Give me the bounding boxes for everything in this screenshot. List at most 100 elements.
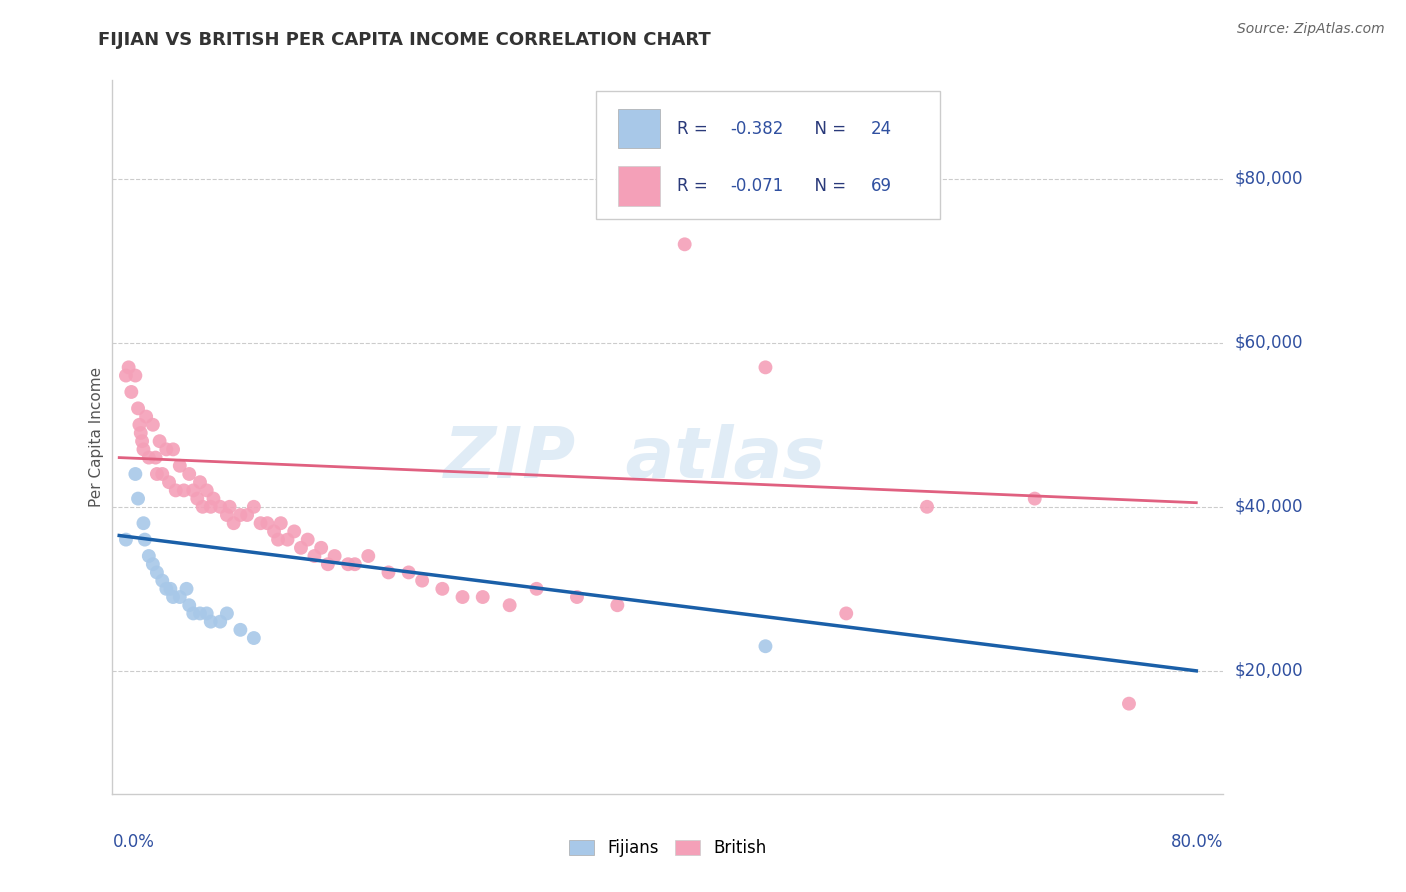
Y-axis label: Per Capita Income: Per Capita Income bbox=[89, 367, 104, 508]
Point bbox=[134, 533, 156, 547]
Point bbox=[181, 607, 204, 621]
Point bbox=[138, 450, 160, 465]
Point bbox=[565, 590, 588, 604]
Point bbox=[316, 558, 339, 572]
Point bbox=[142, 558, 165, 572]
Point bbox=[117, 360, 139, 375]
Point bbox=[124, 368, 146, 383]
Text: 24: 24 bbox=[872, 120, 893, 137]
Point bbox=[1024, 491, 1046, 506]
Point bbox=[131, 434, 153, 449]
Point bbox=[915, 500, 938, 514]
Point bbox=[498, 599, 520, 613]
Point bbox=[181, 483, 204, 498]
Point bbox=[150, 574, 173, 588]
Point bbox=[127, 491, 149, 506]
FancyBboxPatch shape bbox=[596, 91, 941, 219]
Point bbox=[173, 483, 195, 498]
Point bbox=[209, 500, 232, 514]
Point bbox=[267, 533, 290, 547]
Point bbox=[155, 582, 177, 596]
Point bbox=[323, 549, 346, 563]
Point bbox=[209, 615, 232, 629]
Text: 80.0%: 80.0% bbox=[1171, 833, 1223, 851]
Point bbox=[754, 360, 776, 375]
Point bbox=[129, 425, 152, 440]
Point bbox=[159, 582, 181, 596]
Text: $80,000: $80,000 bbox=[1234, 169, 1303, 187]
Point bbox=[357, 549, 380, 563]
Text: $20,000: $20,000 bbox=[1234, 662, 1303, 680]
Point bbox=[149, 434, 172, 449]
Point bbox=[179, 599, 201, 613]
Point bbox=[304, 549, 326, 563]
Point bbox=[186, 491, 208, 506]
Point bbox=[215, 607, 238, 621]
Point bbox=[165, 483, 187, 498]
FancyBboxPatch shape bbox=[617, 109, 659, 148]
Text: R =: R = bbox=[676, 120, 713, 137]
Point bbox=[191, 500, 214, 514]
Point bbox=[673, 237, 696, 252]
Point bbox=[150, 467, 173, 481]
Point bbox=[179, 467, 201, 481]
Point bbox=[138, 549, 160, 563]
Text: N =: N = bbox=[804, 177, 852, 194]
Text: FIJIAN VS BRITISH PER CAPITA INCOME CORRELATION CHART: FIJIAN VS BRITISH PER CAPITA INCOME CORR… bbox=[98, 31, 711, 49]
Point bbox=[343, 558, 366, 572]
Text: R =: R = bbox=[676, 177, 713, 194]
Point bbox=[155, 442, 177, 457]
Point bbox=[1118, 697, 1140, 711]
Text: Source: ZipAtlas.com: Source: ZipAtlas.com bbox=[1237, 22, 1385, 37]
Point bbox=[229, 623, 252, 637]
Legend: Fijians, British: Fijians, British bbox=[562, 833, 773, 864]
Point bbox=[377, 566, 399, 580]
Point bbox=[411, 574, 433, 588]
Text: 69: 69 bbox=[872, 177, 893, 194]
Point bbox=[236, 508, 259, 522]
Point bbox=[297, 533, 319, 547]
Text: ZIP  atlas: ZIP atlas bbox=[443, 424, 825, 493]
Point bbox=[276, 533, 298, 547]
Point bbox=[337, 558, 360, 572]
Point bbox=[162, 590, 184, 604]
Point bbox=[243, 500, 266, 514]
Point bbox=[132, 516, 155, 531]
Point bbox=[195, 607, 218, 621]
Point bbox=[188, 607, 211, 621]
Point bbox=[243, 631, 266, 645]
Text: -0.382: -0.382 bbox=[730, 120, 783, 137]
Point bbox=[128, 417, 150, 432]
Point bbox=[526, 582, 548, 596]
Point bbox=[176, 582, 198, 596]
Point bbox=[754, 639, 776, 653]
Point bbox=[162, 442, 184, 457]
Point bbox=[283, 524, 305, 539]
Point bbox=[132, 442, 155, 457]
Point bbox=[120, 384, 142, 399]
Point bbox=[451, 590, 474, 604]
Point bbox=[432, 582, 454, 596]
Point bbox=[157, 475, 180, 490]
Point bbox=[218, 500, 240, 514]
Point bbox=[290, 541, 312, 555]
Text: $60,000: $60,000 bbox=[1234, 334, 1303, 351]
Point bbox=[195, 483, 218, 498]
Point bbox=[222, 516, 245, 531]
Text: 0.0%: 0.0% bbox=[112, 833, 155, 851]
Point bbox=[145, 450, 167, 465]
Point bbox=[398, 566, 420, 580]
Point bbox=[606, 599, 628, 613]
Point bbox=[127, 401, 149, 416]
Point bbox=[215, 508, 238, 522]
Point bbox=[249, 516, 271, 531]
Point bbox=[229, 508, 252, 522]
Point bbox=[270, 516, 292, 531]
Point bbox=[202, 491, 225, 506]
Point bbox=[146, 566, 169, 580]
Point bbox=[200, 615, 222, 629]
Point bbox=[169, 590, 191, 604]
Point bbox=[124, 467, 146, 481]
Text: $40,000: $40,000 bbox=[1234, 498, 1303, 516]
Point bbox=[835, 607, 858, 621]
